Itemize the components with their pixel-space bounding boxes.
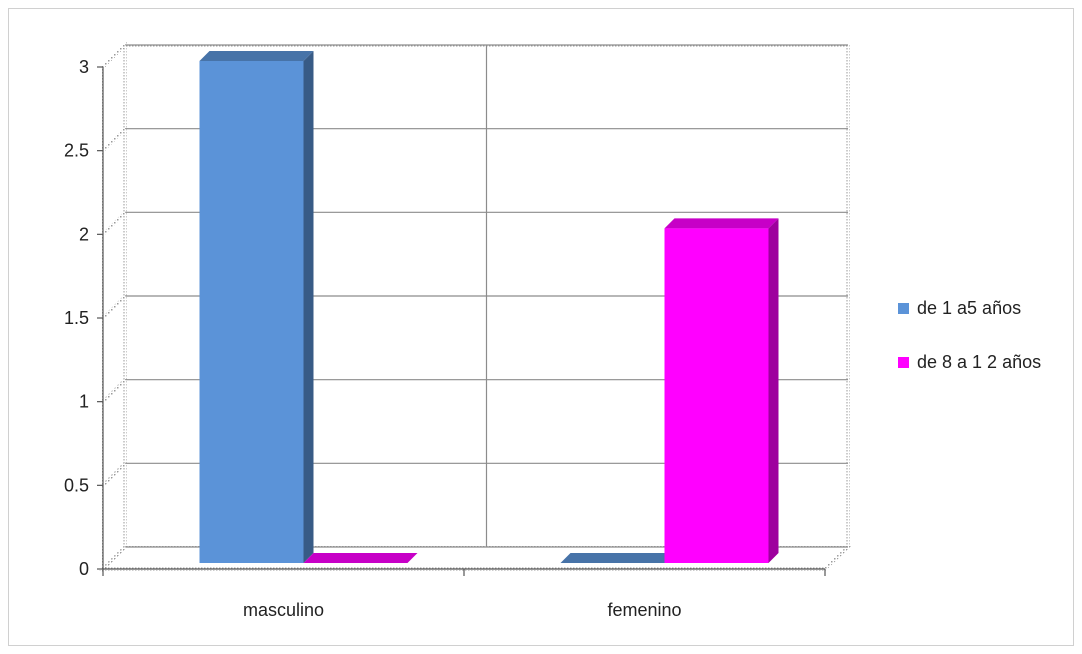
legend-swatch-series-2 — [898, 356, 909, 368]
legend-swatch-series-1 — [898, 302, 909, 314]
bar-side — [303, 51, 314, 563]
x-tick-label-1: femenino — [607, 600, 681, 620]
bar-masculino-series-1 — [199, 51, 314, 563]
tick-labels: 0 0.5 1 1.5 2 2.5 3 masculino femenino — [64, 57, 682, 620]
y-tick-label-2: 1 — [79, 392, 89, 412]
y-tick-label-3: 1.5 — [64, 308, 89, 328]
bars — [199, 51, 779, 564]
y-tick-label-5: 2.5 — [64, 141, 89, 161]
gridline-side-0 — [101, 545, 127, 571]
bar-top — [199, 51, 314, 61]
gridline-side-5 — [101, 127, 127, 152]
bar-front — [664, 228, 769, 564]
bar-front — [199, 61, 304, 563]
y-tick-label-1: 0.5 — [64, 475, 89, 495]
legend: de 1 a5 años de 8 a 1 2 años — [898, 296, 1041, 404]
gridline-side-3 — [101, 294, 127, 320]
gridline-side-6 — [101, 43, 127, 69]
legend-item-series-2: de 8 a 1 2 años — [898, 350, 1041, 374]
legend-item-series-1: de 1 a5 años — [898, 296, 1041, 320]
bar-top — [303, 553, 418, 563]
y-tick-label-4: 2 — [79, 224, 89, 244]
gridline-side-4 — [101, 211, 127, 236]
gridline-side-1 — [101, 462, 127, 487]
y-tick-label-6: 3 — [79, 57, 89, 77]
bar-top — [560, 553, 675, 563]
bar-femenino-series-2 — [664, 218, 779, 564]
bar-femenino-series-1 — [560, 553, 675, 564]
legend-label-series-2: de 8 a 1 2 años — [917, 351, 1042, 372]
bar-masculino-series-2 — [303, 553, 418, 564]
bar-top — [664, 218, 779, 229]
bar-side — [768, 218, 779, 564]
gridline-side-2 — [101, 378, 127, 403]
chart-frame — [8, 8, 1074, 646]
axes — [97, 66, 826, 576]
x-tick-label-0: masculino — [243, 600, 324, 620]
legend-label-series-1: de 1 a5 años — [917, 297, 1022, 318]
y-tick-label-0: 0 — [79, 559, 89, 579]
